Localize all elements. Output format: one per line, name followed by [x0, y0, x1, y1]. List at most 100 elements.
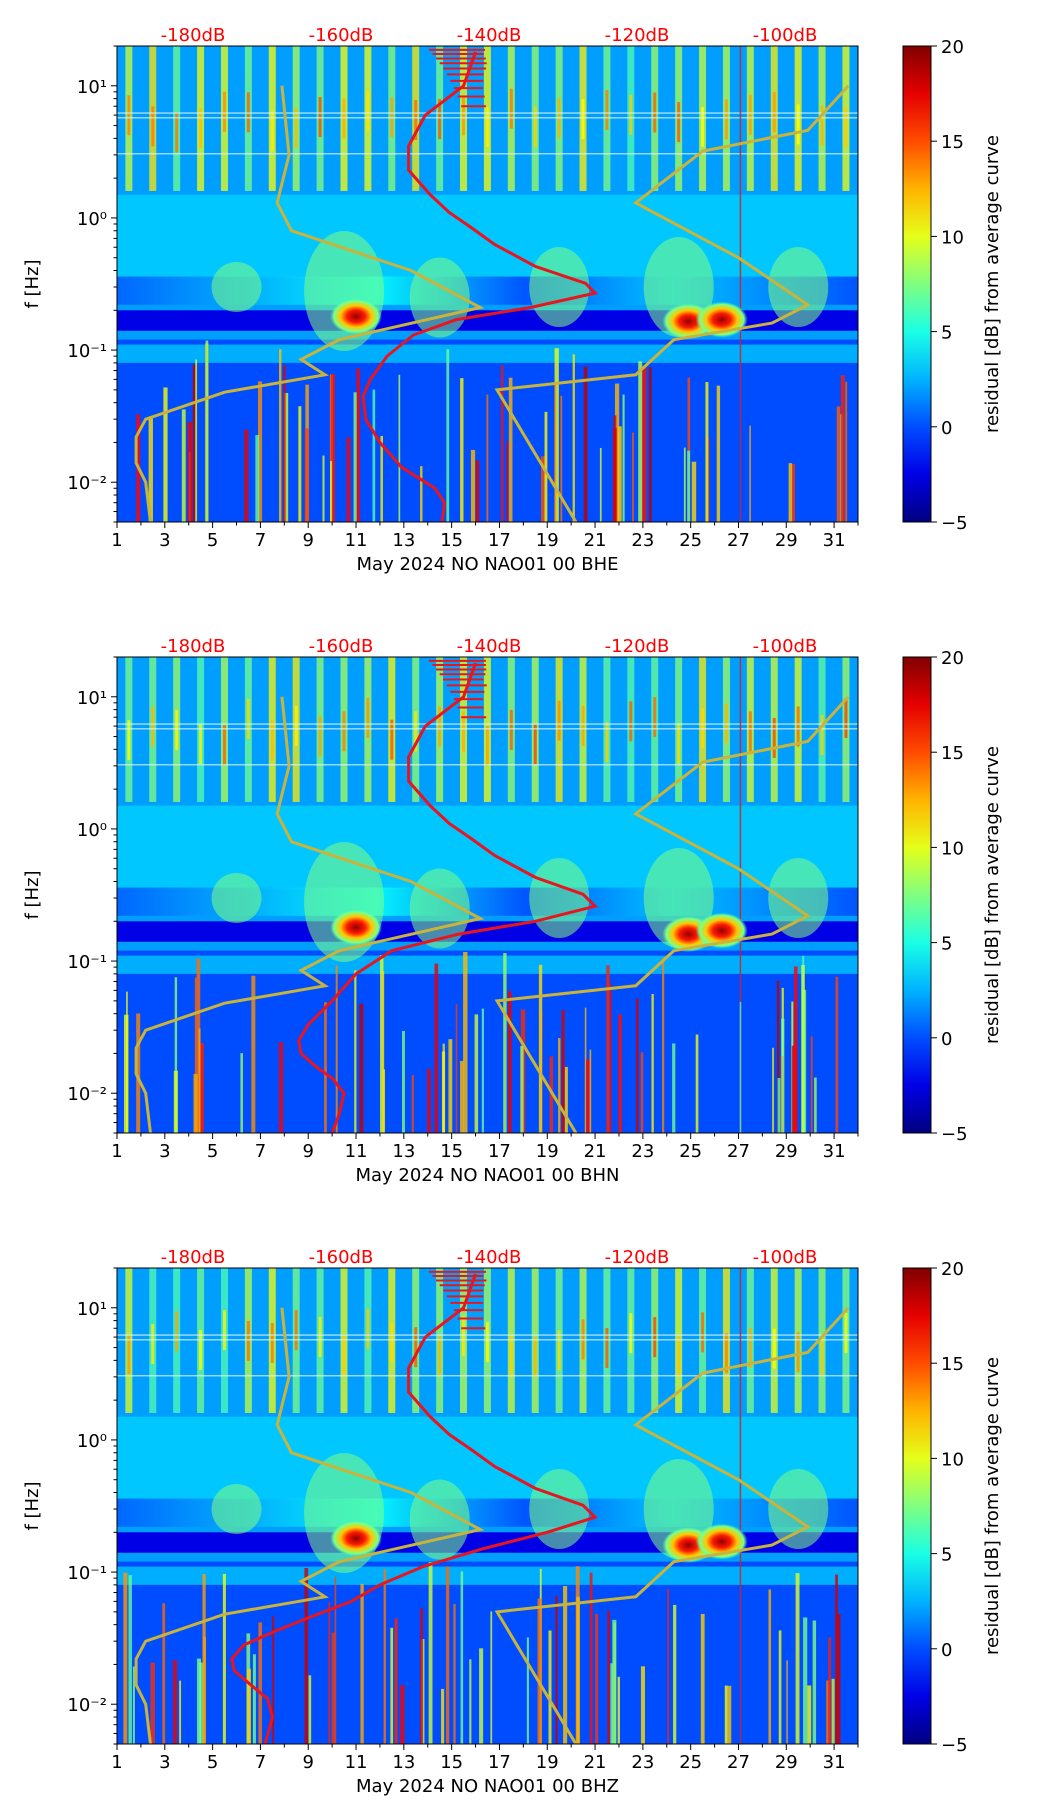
- top-db-label: -100dB: [753, 1247, 818, 1268]
- top-db-label: -140dB: [457, 25, 522, 46]
- colorbar-tick-label: 10: [941, 227, 964, 248]
- top-db-label: -180dB: [161, 1247, 226, 1268]
- colorbar-tick-label: 10: [941, 1449, 964, 1470]
- x-tick-label: 15: [440, 1141, 463, 1162]
- x-tick-label: 15: [440, 530, 463, 551]
- spectrogram-plot-area: [117, 657, 858, 1133]
- y-tick-label: 10⁻¹: [67, 1563, 107, 1584]
- colorbar-tick-label: 0: [941, 418, 952, 439]
- x-tick-label: 19: [536, 1141, 559, 1162]
- noise-model-curve-2: [494, 1306, 850, 1744]
- top-db-label: -100dB: [753, 25, 818, 46]
- x-tick-label: 5: [207, 530, 218, 551]
- colorbar-tick-label: 10: [941, 838, 964, 859]
- spectrogram-panel-2: 1 3 5 7 9 11 13 15 17 19 21 23 25 27 29 3110⁻²10⁻¹10⁰10…: [22, 636, 1003, 1186]
- x-tick-label: 29: [775, 530, 798, 551]
- x-tick-label: 31: [823, 1141, 846, 1162]
- y-tick-label: 10¹: [77, 688, 107, 709]
- x-tick-label: 25: [679, 530, 702, 551]
- x-tick-label: 7: [255, 1141, 266, 1162]
- colorbar-label: residual [dB] from average curve: [982, 1357, 1003, 1655]
- x-tick-label: 19: [536, 1752, 559, 1773]
- x-tick-label: 9: [302, 1752, 313, 1773]
- x-tick-label: 31: [823, 1752, 846, 1773]
- x-tick-label: 29: [775, 1141, 798, 1162]
- colorbar-tick-label: 20: [941, 648, 964, 669]
- colorbar-tick-label: 15: [941, 743, 964, 764]
- x-axis-label: May 2024 NO NAO01 00 BHZ: [356, 1776, 619, 1797]
- x-tick-label: 19: [536, 530, 559, 551]
- y-tick-label: 10⁰: [77, 820, 107, 841]
- colorbar-tick-label: 5: [941, 1545, 952, 1566]
- x-tick-label: 11: [345, 1141, 368, 1162]
- colorbar-tick-label: −5: [941, 1124, 968, 1145]
- colorbar-tick-label: −5: [941, 1735, 968, 1756]
- top-db-label: -140dB: [457, 1247, 522, 1268]
- x-tick-label: 31: [823, 530, 846, 551]
- x-tick-label: 13: [392, 530, 415, 551]
- x-axis-label: May 2024 NO NAO01 00 BHE: [357, 554, 619, 575]
- top-db-label: -160dB: [309, 636, 374, 657]
- x-tick-label: 25: [679, 1141, 702, 1162]
- colorbar-tick-label: 5: [941, 934, 952, 955]
- colorbar-tick-label: 20: [941, 1259, 964, 1280]
- plot-frame: [116, 1267, 859, 1745]
- x-tick-label: 1: [111, 530, 122, 551]
- colorbar-tick-label: 0: [941, 1029, 952, 1050]
- y-tick-label: 10⁻²: [67, 1084, 107, 1105]
- x-tick-label: 11: [345, 530, 368, 551]
- x-tick-label: 1: [111, 1141, 122, 1162]
- top-db-label: -120dB: [605, 636, 670, 657]
- hot-spot: [330, 298, 383, 335]
- spectrogram-panel-3: 1 3 5 7 9 11 13 15 17 19 21 23 25 27 29 3110⁻²10⁻¹10⁰10…: [22, 1247, 1003, 1797]
- colorbar-tick-label: 5: [941, 323, 952, 344]
- top-db-label: -180dB: [161, 636, 226, 657]
- x-tick-label: 21: [584, 1752, 607, 1773]
- top-db-label: -160dB: [309, 25, 374, 46]
- colorbar-label: residual [dB] from average curve: [982, 746, 1003, 1044]
- plot-frame: [116, 656, 859, 1134]
- x-tick-label: 3: [159, 1752, 170, 1773]
- average-psd-curve: [297, 662, 598, 1133]
- x-tick-label: 7: [255, 1752, 266, 1773]
- y-tick-label: 10⁰: [77, 209, 107, 230]
- y-tick-label: 10⁰: [77, 1431, 107, 1452]
- top-db-label: -180dB: [161, 25, 226, 46]
- hot-spot: [330, 909, 383, 946]
- plot-frame: [116, 45, 859, 523]
- x-tick-label: 5: [207, 1752, 218, 1773]
- y-axis-label: f [Hz]: [22, 259, 43, 308]
- spectrogram-plot-area: [117, 1268, 858, 1744]
- x-tick-label: 23: [631, 530, 654, 551]
- top-db-label: -160dB: [309, 1247, 374, 1268]
- x-tick-label: 25: [679, 1752, 702, 1773]
- x-tick-label: 13: [392, 1752, 415, 1773]
- y-axis-label: f [Hz]: [22, 870, 43, 919]
- x-tick-label: 7: [255, 530, 266, 551]
- x-tick-label: 27: [727, 530, 750, 551]
- x-tick-label: 17: [488, 1141, 511, 1162]
- y-tick-label: 10¹: [77, 77, 107, 98]
- noise-model-curve-1: [134, 696, 485, 1133]
- x-tick-label: 15: [440, 1752, 463, 1773]
- y-tick-label: 10⁻²: [67, 1695, 107, 1716]
- noise-model-curve-1: [134, 85, 485, 522]
- x-tick-label: 11: [345, 1752, 368, 1773]
- x-tick-label: 17: [488, 530, 511, 551]
- noise-model-curve-2: [494, 84, 850, 522]
- colorbar-tick-label: 0: [941, 1640, 952, 1661]
- colorbar-tick-label: 20: [941, 37, 964, 58]
- x-tick-label: 1: [111, 1752, 122, 1773]
- colorbar: [902, 656, 932, 1134]
- noise-model-curve-1: [134, 1307, 485, 1744]
- top-db-label: -120dB: [605, 1247, 670, 1268]
- x-tick-label: 23: [631, 1752, 654, 1773]
- hot-spot: [330, 1520, 383, 1557]
- y-tick-label: 10⁻¹: [67, 952, 107, 973]
- x-tick-label: 9: [302, 530, 313, 551]
- y-tick-label: 10⁻²: [67, 473, 107, 494]
- x-tick-label: 27: [727, 1141, 750, 1162]
- x-tick-label: 5: [207, 1141, 218, 1162]
- colorbar-tick-label: 15: [941, 132, 964, 153]
